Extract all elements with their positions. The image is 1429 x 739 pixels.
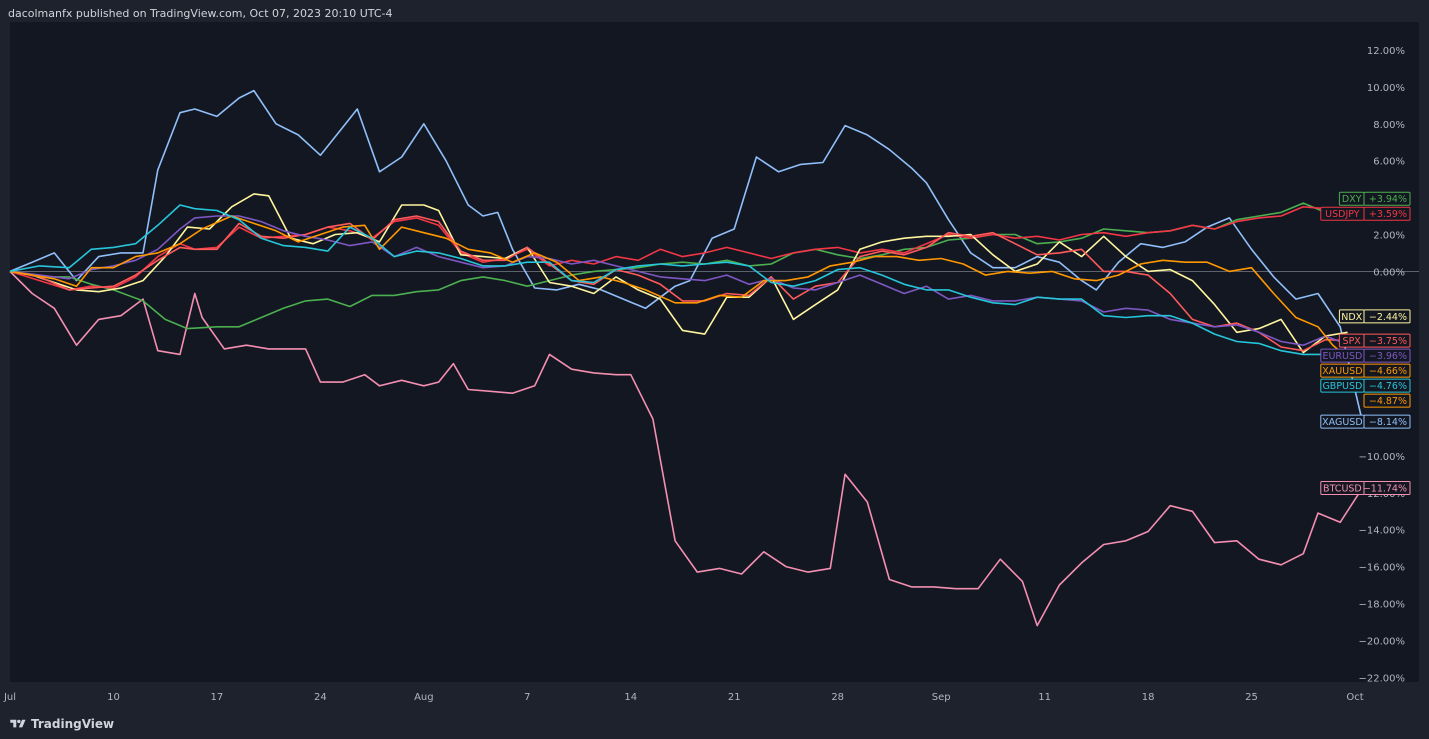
price-label-name: EURUSD	[1322, 351, 1362, 362]
x-tick-label: Aug	[414, 692, 434, 703]
price-label-value: −4.66%	[1369, 366, 1407, 377]
footer: TradingView	[10, 716, 114, 732]
price-label: −11.74%BTCUSD	[1320, 481, 1411, 496]
price-label: +3.59% USDJPY	[1320, 206, 1411, 221]
x-tick-label: Jul	[3, 692, 16, 703]
price-label-name: SPX	[1343, 336, 1362, 347]
x-tick-label: Oct	[1346, 692, 1363, 703]
price-label-name: GBPUSD	[1322, 381, 1362, 392]
series-line-btcusd[interactable]	[9, 270, 1364, 627]
price-label: −2.44% NDX	[1338, 309, 1411, 324]
price-label: −4.87%	[1363, 393, 1411, 408]
price-label-name: XAUUSD	[1322, 366, 1362, 377]
price-label-value: +3.94%	[1369, 194, 1407, 205]
y-tick-label: 6.00%	[1373, 157, 1405, 168]
plot-background	[10, 22, 1419, 682]
y-tick-label: 0.00%	[1373, 267, 1405, 278]
price-label-name: BTCUSD	[1323, 484, 1362, 495]
price-label-value: −4.87%	[1369, 396, 1407, 407]
y-tick-label: −16.00%	[1358, 563, 1405, 574]
x-tick-label: 14	[624, 692, 637, 703]
x-tick-label: 21	[728, 692, 741, 703]
y-tick-label: −20.00%	[1358, 636, 1405, 647]
price-label-name: XAGUSD	[1322, 417, 1363, 428]
price-label-value: −2.44%	[1369, 312, 1407, 323]
series-line-gbpusd[interactable]	[9, 204, 1348, 360]
price-label-name: DXY	[1342, 194, 1362, 205]
series-line-xauusd[interactable]	[9, 215, 1349, 359]
x-tick-label: 25	[1245, 692, 1258, 703]
price-label: −4.66% XAUUSD	[1320, 363, 1411, 378]
price-label-value: +3.59%	[1369, 209, 1407, 220]
x-tick-label: 18	[1142, 692, 1155, 703]
price-label: −3.96% EURUSD	[1320, 348, 1411, 363]
x-tick-label: Sep	[932, 692, 951, 703]
series-layer	[9, 89, 1364, 627]
y-tick-label: −10.00%	[1358, 452, 1405, 463]
x-tick-label: 10	[107, 692, 120, 703]
y-tick-label: 10.00%	[1367, 83, 1405, 94]
chart-area[interactable]: 12.00%10.00%8.00%6.00%4.00%2.00%0.00%−10…	[0, 22, 1429, 710]
price-label: −4.76% GBPUSD	[1320, 378, 1411, 393]
attribution-header: dacolmanfx published on TradingView.com,…	[8, 7, 393, 20]
series-line-eurusd[interactable]	[9, 215, 1348, 347]
x-axis: Jul 10 17 24 Aug 7 14 21 28 Sep 11 18 25 Oct	[3, 692, 1364, 703]
x-tick-label: 7	[524, 692, 530, 703]
y-tick-label: −22.00%	[1358, 673, 1405, 684]
tradingview-logo-icon[interactable]	[10, 718, 26, 730]
x-tick-label: 24	[314, 692, 327, 703]
price-label-value: −8.14%	[1369, 417, 1407, 428]
y-tick-label: 8.00%	[1373, 120, 1405, 131]
x-tick-label: 17	[211, 692, 224, 703]
x-tick-label: 11	[1038, 692, 1051, 703]
price-label-value: −4.76%	[1369, 381, 1407, 392]
y-tick-label: 12.00%	[1367, 46, 1405, 57]
footer-brand: TradingView	[31, 717, 115, 731]
chart-svg[interactable]: 12.00%10.00%8.00%6.00%4.00%2.00%0.00%−10…	[0, 22, 1429, 710]
price-label-value: −3.96%	[1369, 351, 1407, 362]
y-tick-label: −14.00%	[1358, 526, 1405, 537]
price-label-value: −11.74%	[1363, 484, 1407, 495]
y-tick-label: −18.00%	[1358, 600, 1405, 611]
series-line-usdjpy[interactable]	[9, 206, 1348, 291]
series-line-dxy[interactable]	[9, 202, 1348, 330]
y-tick-label: 2.00%	[1373, 231, 1405, 242]
price-label-name: NDX	[1341, 312, 1362, 323]
price-label: −3.75% SPX	[1338, 333, 1411, 348]
x-tick-label: 28	[831, 692, 844, 703]
price-labels: +3.94%DXY+3.59%USDJPY−2.44%NDX−3.75%SPX−…	[1320, 191, 1411, 496]
price-label-name: USDJPY	[1325, 209, 1360, 220]
price-label-value: −3.75%	[1369, 336, 1407, 347]
series-line-ndx[interactable]	[9, 193, 1348, 354]
price-label: +3.94% DXY	[1338, 191, 1411, 206]
price-label: −8.14% XAGUSD	[1320, 414, 1411, 429]
